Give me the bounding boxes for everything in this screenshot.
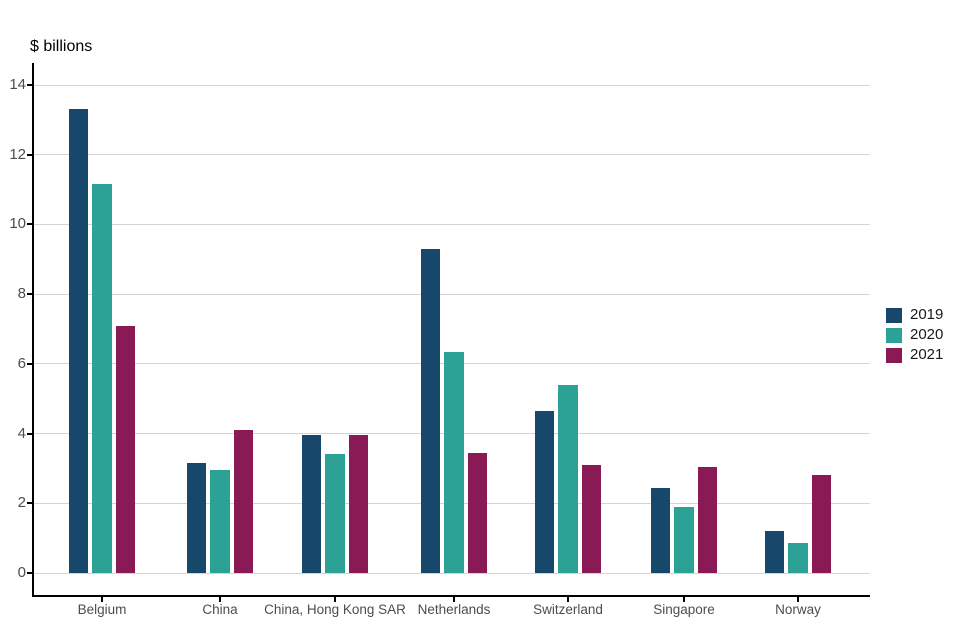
gridline-0 [33,572,870,574]
y-tick-label-14: 14 [9,76,26,93]
y-tick-label-2: 2 [17,494,26,512]
y-tick-8 [27,293,33,296]
y-tick-4 [27,432,33,435]
y-tick-label-4: 4 [17,424,26,442]
legend-label-2021: 2021 [910,346,944,363]
gridline-14 [33,84,870,86]
bar-netherlands-2021 [467,452,488,573]
bar-norway-2021 [811,475,832,573]
gridline-8 [33,293,870,295]
y-axis-line [32,63,34,597]
x-tick-switzerland [567,597,569,602]
bar-belgium-2019 [68,109,89,573]
category-label-singapore: Singapore [653,602,715,617]
x-tick-china [219,597,221,602]
y-tick-2 [27,502,33,505]
category-label-netherlands: Netherlands [417,602,491,617]
legend-label-2019: 2019 [910,306,944,323]
legend-swatch-2019 [886,307,902,323]
y-tick-label-8: 8 [17,285,26,303]
y-tick-10 [27,223,33,226]
bar-netherlands-2020 [444,351,464,573]
bar-netherlands-2019 [420,248,441,573]
bar-singapore-2020 [674,506,694,573]
category-label-belgium: Belgium [77,602,127,617]
y-tick-label-10: 10 [9,215,26,233]
bar-switzerland-2021 [581,464,602,573]
x-tick-belgium [101,597,103,602]
bar-china-2021 [233,430,254,573]
category-label-switzerland: Switzerland [533,602,603,617]
bar-china-hong-kong-sar-2021 [348,435,369,573]
y-tick-label-0: 0 [17,564,26,581]
x-tick-norway [797,597,799,602]
bar-china-hong-kong-sar-2020 [325,454,345,573]
bar-singapore-2021 [697,466,718,573]
y-axis-title: $ billions [30,38,93,55]
bar-belgium-2020 [92,184,112,573]
legend: 2019 2020 2021 [886,305,943,365]
bar-belgium-2021 [115,325,136,573]
x-tick-singapore [683,597,685,602]
category-label-china: China [202,602,238,617]
y-tick-6 [27,362,33,365]
legend-swatch-2020 [886,327,902,343]
bar-china-2020 [210,470,230,573]
bar-norway-2020 [788,543,808,573]
category-label-china-hong-kong-sar: China, Hong Kong SAR [264,602,406,617]
gridline-10 [33,223,870,225]
x-axis-line [32,595,870,597]
x-tick-netherlands [453,597,455,602]
legend-swatch-2021 [886,347,902,363]
legend-item-2021: 2021 [886,345,943,365]
bar-switzerland-2019 [534,410,555,573]
bar-norway-2019 [764,531,785,573]
y-tick-label-6: 6 [17,354,26,372]
bar-china-2019 [186,463,207,573]
legend-item-2019: 2019 [886,305,943,325]
bar-china-hong-kong-sar-2019 [301,435,322,573]
y-tick-14 [27,84,33,86]
category-label-norway: Norway [775,602,821,617]
legend-item-2020: 2020 [886,325,943,345]
y-tick-12 [27,153,33,156]
x-tick-china-hong-kong-sar [334,597,336,602]
legend-label-2020: 2020 [910,326,944,343]
y-tick-label-12: 12 [9,145,26,163]
bar-switzerland-2020 [558,384,578,573]
gridline-12 [33,154,870,156]
y-tick-0 [27,572,33,574]
bar-singapore-2019 [650,487,671,573]
